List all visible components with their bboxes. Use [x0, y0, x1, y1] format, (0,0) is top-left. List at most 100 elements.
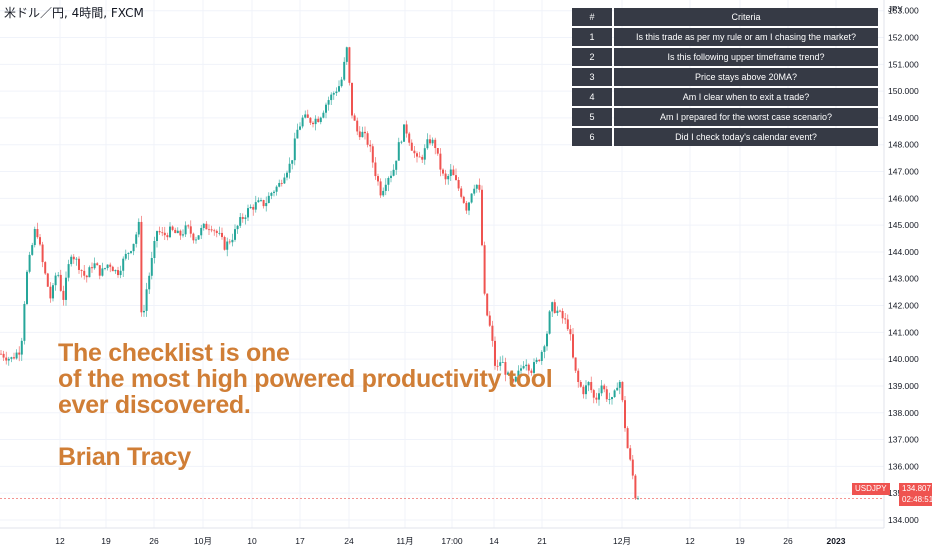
candle-down — [348, 47, 351, 83]
candle-up — [301, 117, 304, 127]
candle-up — [330, 94, 333, 101]
candle-up — [106, 264, 109, 269]
candle-up — [88, 267, 91, 278]
candle-up — [143, 310, 145, 313]
candle-down — [452, 169, 455, 176]
candle-up — [338, 86, 340, 92]
price-tick-label: 140.000 — [888, 354, 919, 364]
candle-down — [429, 139, 431, 144]
candle-down — [356, 120, 359, 132]
symbol-title[interactable]: 米ドル／円, 4時間, FXCM — [4, 6, 144, 20]
checklist-header-row: # Criteria — [572, 8, 878, 26]
checklist-number-cell: 1 — [572, 28, 612, 46]
candle-up — [267, 195, 270, 203]
candle-up — [611, 397, 613, 400]
candle-up — [293, 138, 296, 161]
candle-up — [335, 91, 338, 94]
candle-up — [249, 206, 252, 209]
candle-down — [2, 353, 5, 358]
price-tick-label: 144.000 — [888, 247, 919, 257]
price-tick-label: 148.000 — [888, 140, 919, 150]
candle-down — [306, 114, 309, 118]
time-tick-label: 2023 — [827, 536, 846, 546]
time-tick-label: 26 — [149, 536, 159, 546]
candle-up — [507, 372, 509, 375]
checklist-row: 1 Is this trade as per my rule or am I ch… — [572, 28, 878, 46]
price-tick-label: 151.000 — [888, 59, 919, 69]
candle-down — [421, 156, 424, 160]
checklist-number-cell: 3 — [572, 68, 612, 86]
candle-up — [28, 254, 31, 272]
candle-up — [546, 333, 548, 347]
candle-up — [197, 235, 200, 240]
price-tick-label: 149.000 — [888, 113, 919, 123]
candle-up — [327, 100, 330, 105]
candle-up — [130, 251, 132, 253]
candle-down — [377, 176, 379, 182]
candle-down — [262, 200, 265, 207]
candle-up — [384, 184, 387, 191]
candle-up — [319, 117, 322, 123]
candle-down — [5, 357, 8, 361]
price-tick-label: 147.000 — [888, 167, 919, 177]
candle-down — [553, 302, 556, 313]
candle-down — [91, 267, 93, 269]
candle-down — [18, 352, 21, 355]
candle-down — [631, 459, 634, 476]
candle-up — [447, 175, 450, 180]
candle-up — [26, 271, 28, 304]
candle-down — [439, 153, 442, 170]
candle-up — [533, 362, 535, 373]
candle-up — [275, 186, 278, 192]
checklist-number-cell: 6 — [572, 128, 612, 146]
candle-down — [96, 263, 99, 266]
candle-down — [444, 173, 447, 180]
checklist-row: 6 Did I check today's calendar event? — [572, 128, 878, 146]
candle-up — [257, 200, 260, 203]
candle-up — [556, 310, 559, 313]
candle-down — [223, 237, 226, 250]
candle-up — [52, 285, 54, 299]
candle-up — [104, 268, 106, 269]
candle-down — [434, 139, 437, 149]
price-tick-label: 139.000 — [888, 381, 919, 391]
candle-up — [304, 114, 307, 118]
candle-down — [509, 372, 512, 379]
candle-down — [494, 340, 496, 366]
candle-up — [247, 208, 249, 218]
price-axis[interactable]: 134.000135.000136.000137.000138.000139.0… — [888, 6, 919, 525]
candle-down — [488, 315, 491, 326]
time-tick-label: 14 — [489, 536, 499, 546]
time-axis[interactable]: 12 19 26 10月 10 17 24 11月 17:00 14 21 12月 12 19 26 2023 — [55, 536, 845, 546]
candle-down — [605, 389, 608, 400]
candle-down — [629, 448, 632, 460]
candle-up — [616, 387, 619, 391]
candle-down — [174, 229, 177, 234]
candle-up — [299, 126, 301, 130]
candle-up — [426, 139, 429, 149]
candle-down — [215, 230, 218, 233]
candle-down — [408, 133, 411, 143]
price-tick-label: 142.000 — [888, 301, 919, 311]
candlestick-series — [0, 46, 639, 501]
candle-down — [621, 381, 624, 401]
candle-down — [163, 232, 166, 236]
candle-down — [228, 241, 231, 243]
candle-up — [184, 225, 187, 235]
candle-up — [169, 226, 171, 238]
checklist-criteria-cell: Did I check today's calendar event? — [614, 128, 878, 146]
price-tick-label: 143.000 — [888, 274, 919, 284]
candle-down — [504, 362, 507, 375]
price-tick-label: 152.000 — [888, 33, 919, 43]
candle-up — [501, 362, 504, 363]
checklist-row: 3 Price stays above 20MA? — [572, 68, 878, 86]
candle-up — [278, 182, 281, 187]
candle-down — [592, 390, 595, 398]
candle-down — [626, 428, 629, 449]
candle-down — [512, 378, 515, 382]
candle-up — [449, 169, 452, 176]
price-tick-label: 137.000 — [888, 435, 919, 445]
checklist-criteria-cell: Criteria — [614, 8, 878, 26]
candle-up — [397, 142, 400, 161]
